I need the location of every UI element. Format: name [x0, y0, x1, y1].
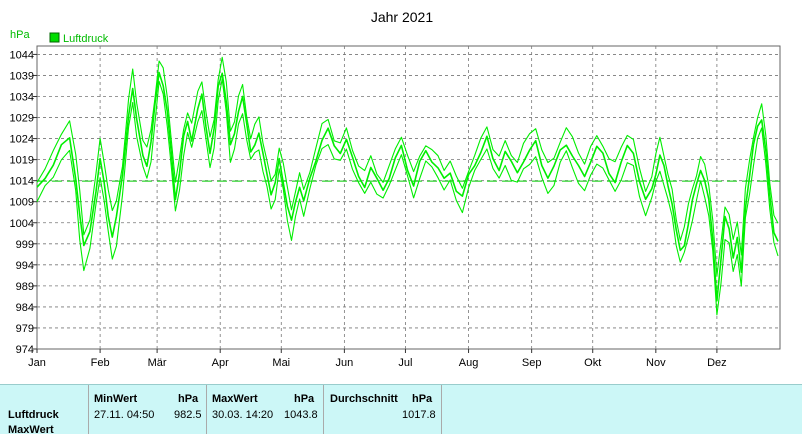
min-unit: hPa — [178, 393, 199, 405]
series-line-luftdruck — [36, 78, 779, 316]
avg-value: 1017.8 — [402, 409, 436, 421]
y-tick-label: 974 — [16, 344, 34, 356]
stats-panel: Luftdruck MaxWert MinWert hPa 27.11. 04:… — [0, 384, 802, 434]
stats-row-label-2: MaxWert — [8, 424, 54, 434]
chart: 974 979 984 989 994 999 1004 1009 1014 1019 1024 10… — [10, 9, 781, 369]
y-tick-label: 1009 — [10, 197, 34, 209]
y-tick-label: 1004 — [10, 218, 34, 230]
max-unit: hPa — [294, 393, 315, 405]
max-header: MaxWert — [212, 393, 258, 405]
x-tick-label: Sep — [522, 357, 542, 369]
y-axis-label: hPa — [10, 29, 30, 41]
y-tick-label: 1014 — [10, 176, 34, 188]
y-tick-labels: 974 979 984 989 994 999 1004 1009 1014 1019 1024 10… — [10, 49, 34, 356]
x-tick-label: Jul — [398, 357, 412, 369]
min-value: 982.5 — [174, 409, 202, 421]
y-tick-label: 984 — [16, 302, 34, 314]
min-time: 27.11. 04:50 — [94, 409, 155, 421]
x-tick-labels: Jan Feb Mär Apr Mai Jun Jul Aug Sep Okt Nov Dez — [28, 357, 727, 369]
x-tick-label: Okt — [584, 357, 601, 369]
x-tick-label: Aug — [459, 357, 479, 369]
max-time: 30.03. 14:20 — [212, 409, 274, 421]
x-tick-label: Mai — [272, 357, 290, 369]
x-tick-label: Nov — [646, 357, 666, 369]
series-luftdruck — [36, 56, 779, 316]
legend-swatch — [49, 32, 60, 43]
plot-area — [36, 45, 781, 350]
x-tick-label: Jan — [28, 357, 46, 369]
x-tick-label: Dez — [707, 357, 727, 369]
x-tick-label: Feb — [91, 357, 110, 369]
max-value: 1043.8 — [284, 409, 318, 421]
x-tick-label: Mär — [148, 357, 167, 369]
legend-label: Luftdruck — [63, 33, 109, 45]
series-line-luftdruck — [36, 71, 779, 302]
avg-header: Durchschnitt — [330, 393, 398, 405]
y-tick-label: 1029 — [10, 113, 34, 125]
y-tick-label: 1044 — [10, 49, 34, 61]
y-tick-label: 979 — [16, 323, 34, 335]
x-tick-label: Apr — [212, 357, 229, 369]
chart-title: Jahr 2021 — [371, 9, 433, 25]
y-tick-label: 994 — [16, 260, 34, 272]
y-tick-label: 989 — [16, 281, 34, 293]
x-tick-label: Jun — [336, 357, 354, 369]
y-tick-label: 1034 — [10, 92, 34, 104]
y-tick-label: 999 — [16, 239, 34, 251]
series-line-luftdruck — [36, 56, 779, 277]
y-tick-label: 1039 — [10, 70, 34, 82]
stats-row-label: Luftdruck — [8, 409, 59, 421]
y-tick-label: 1019 — [10, 155, 34, 167]
y-tick-label: 1024 — [10, 134, 34, 146]
avg-unit: hPa — [412, 393, 433, 405]
min-header: MinWert — [94, 393, 138, 405]
